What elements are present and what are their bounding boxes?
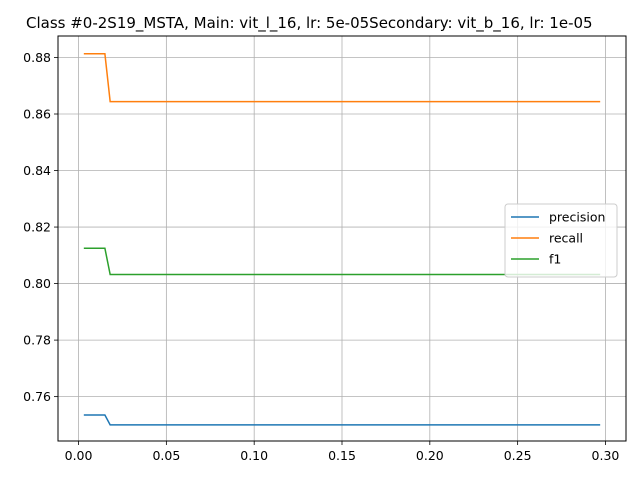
chart-title: Class #0-2S19_MSTA, Main: vit_l_16, lr: … [26,14,593,33]
y-tick-label: 0.80 [23,276,51,291]
x-tick-label: 0.10 [240,448,268,463]
y-tick-label: 0.84 [23,163,51,178]
series-line-recall [83,53,601,103]
x-tick-label: 0.05 [152,448,180,463]
y-tick-label: 0.78 [23,333,51,348]
x-tick-label: 0.30 [592,448,620,463]
x-tick-label: 0.20 [416,448,444,463]
y-tick-label: 0.76 [23,389,51,404]
series-group [83,53,601,426]
y-tick-label: 0.82 [23,220,51,235]
legend-label-recall: recall [549,231,583,246]
series-line-f1 [83,247,601,276]
x-tick-label: 0.25 [504,448,532,463]
legend: precision recall f1 [504,203,618,278]
legend-label-f1: f1 [549,252,561,267]
y-tick-label: 0.88 [23,50,51,65]
x-tick-label: 0.00 [65,448,93,463]
legend-label-precision: precision [549,210,605,225]
x-tick-label: 0.15 [328,448,356,463]
y-axis: 0.76 0.78 0.80 0.82 0.84 0.86 0.88 [23,50,58,404]
series-line-precision [83,414,601,426]
y-tick-label: 0.86 [23,107,51,122]
x-axis: 0.00 0.05 0.10 0.15 0.20 0.25 0.30 [65,441,620,463]
